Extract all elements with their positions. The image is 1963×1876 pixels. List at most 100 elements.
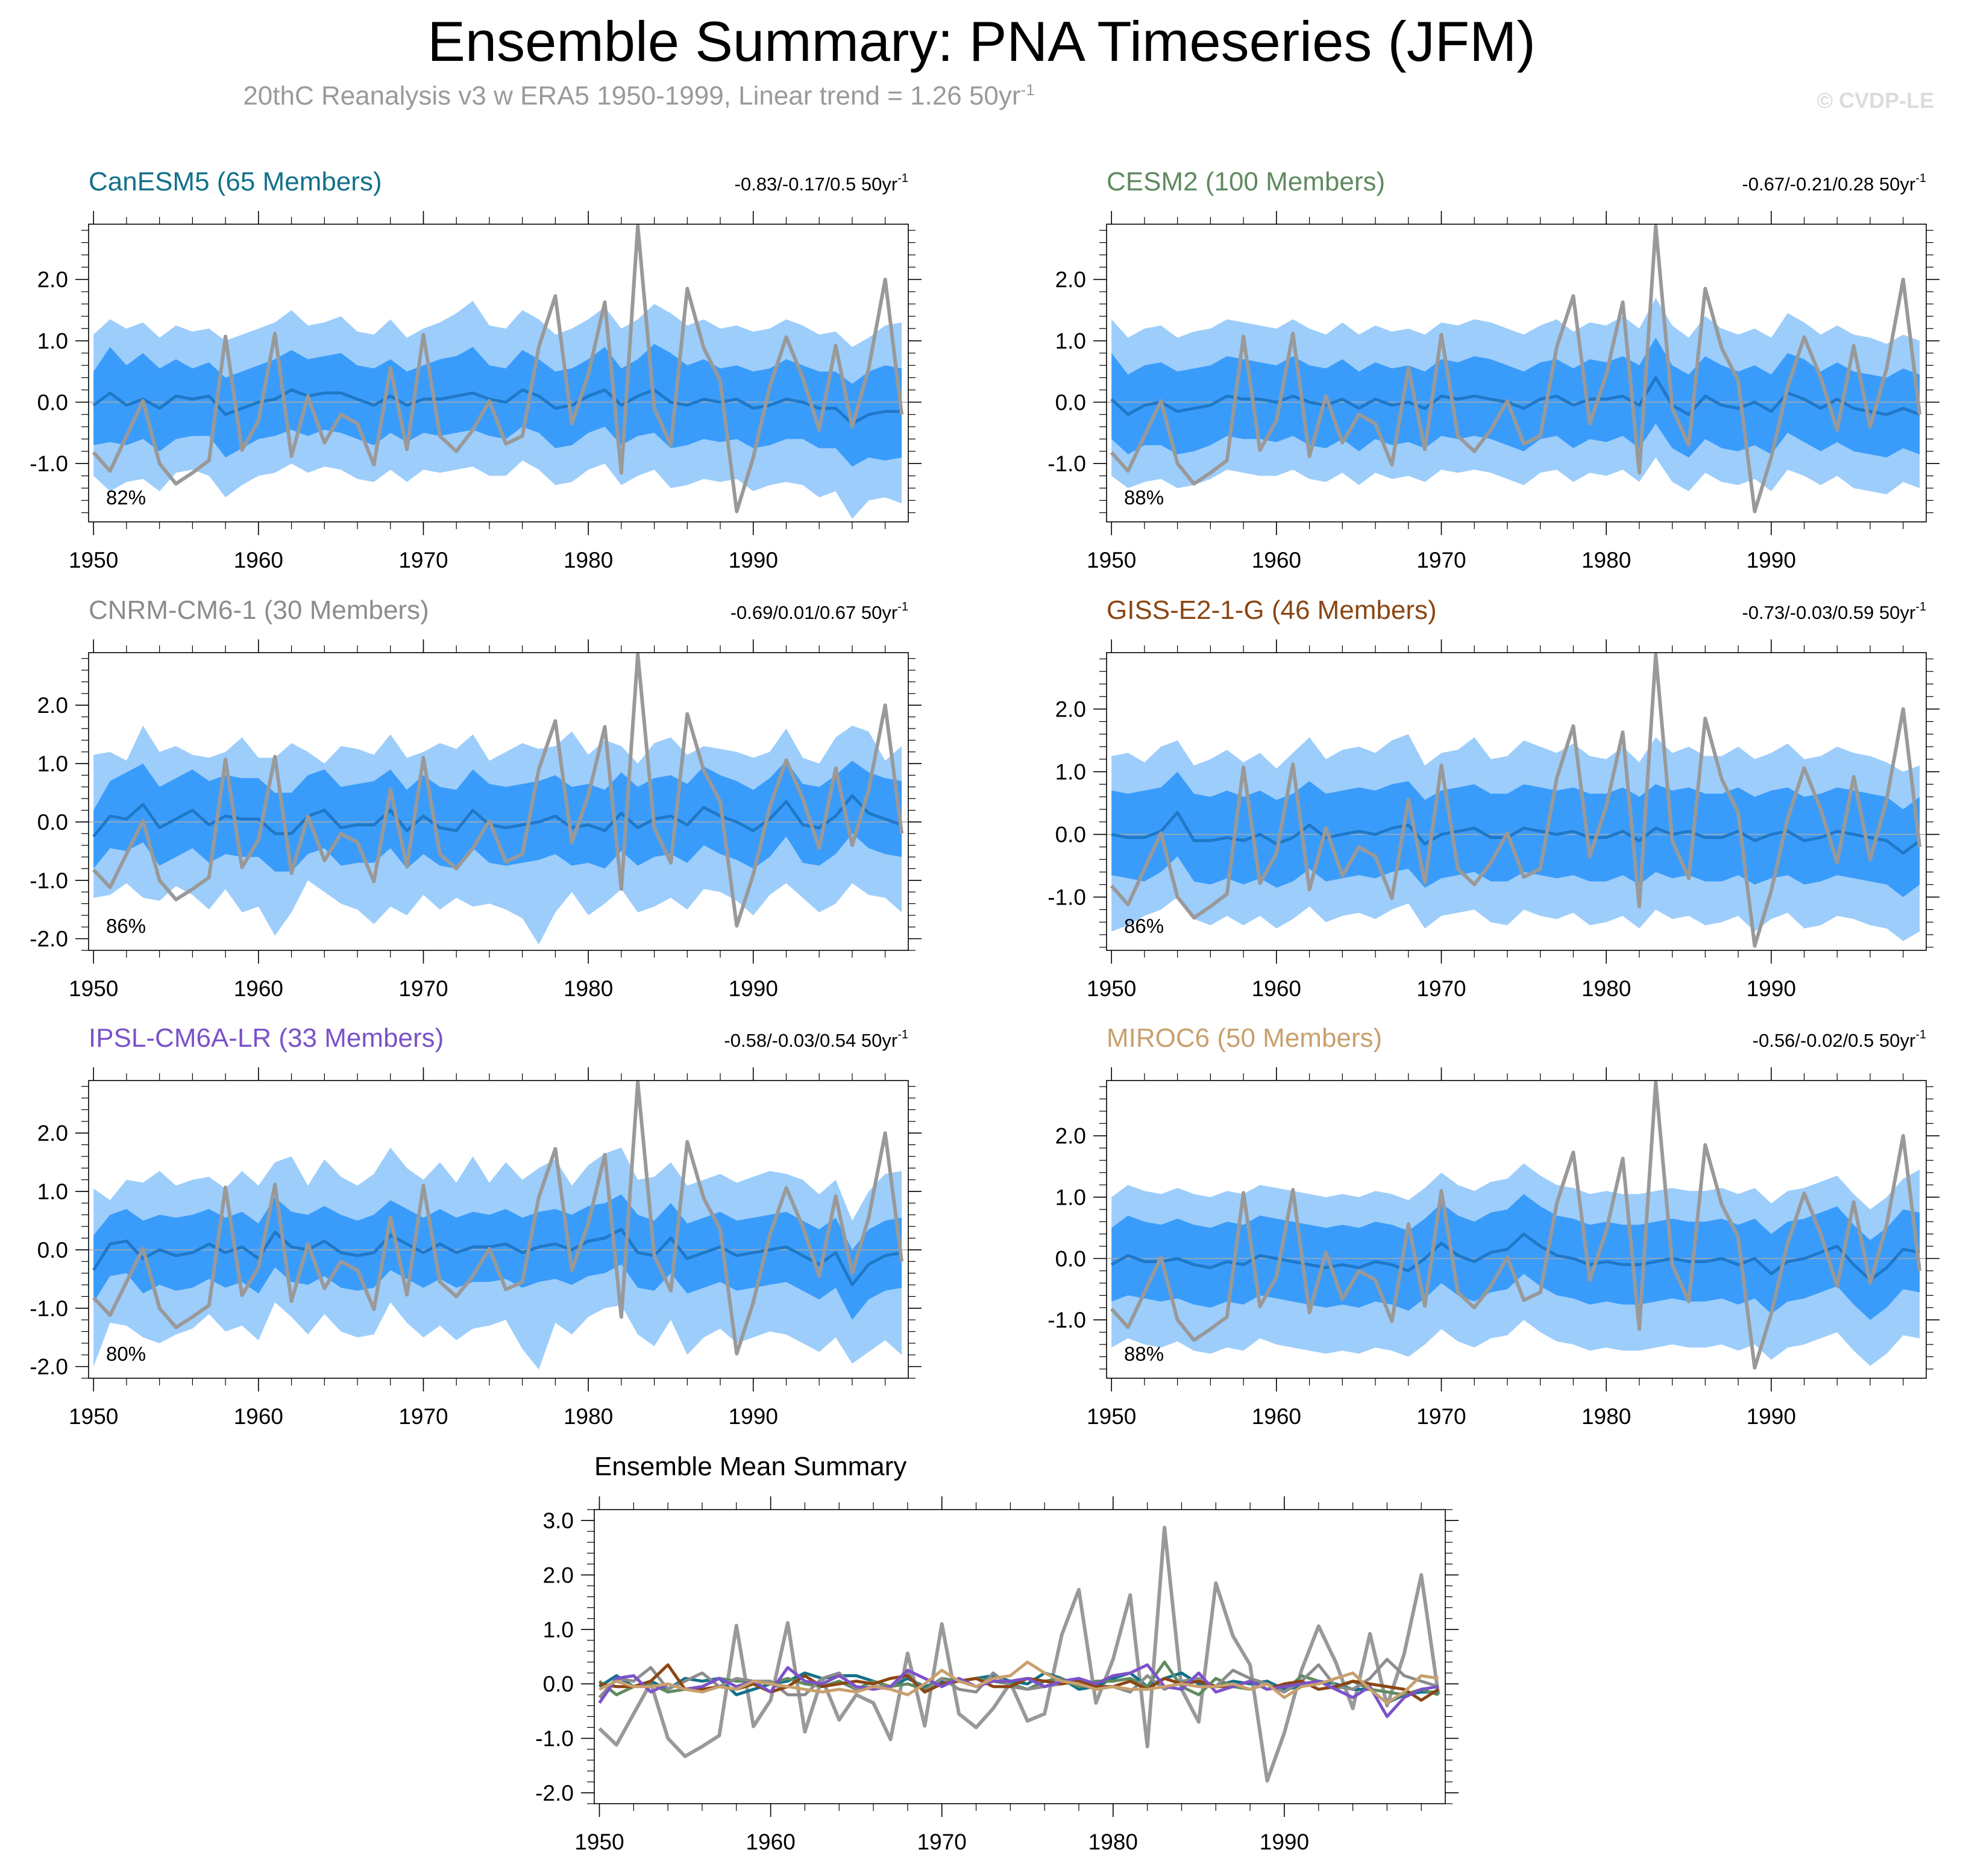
x-tick-label: 1970 [1416,1404,1466,1429]
panel-percent: 88% [1124,1343,1164,1365]
x-tick-label: 1980 [1581,548,1631,573]
x-tick-label: 1960 [234,1404,283,1429]
panel-trend: -0.56/-0.02/0.5 50yr-1 [1753,1028,1926,1051]
panel-plot-area [89,224,908,519]
x-tick-label: 1950 [69,548,118,573]
x-tick-label: 1950 [69,1404,118,1429]
y-tick-label: 1.0 [37,329,68,354]
x-tick-label: 1970 [1416,976,1466,1001]
panel-percent: 88% [1124,486,1164,509]
observed-line [92,653,904,928]
ensemble-mean-line-ipsl-cm6a-lr [598,1663,1439,1718]
plot-frame [1106,224,1927,522]
y-tick-label: -2.0 [30,1355,68,1379]
panel-title: CESM2 (100 Members) [1107,167,1385,196]
panel-percent: 86% [1124,915,1164,937]
summary-title: Ensemble Mean Summary [594,1452,906,1481]
x-tick-label: 1950 [574,1830,624,1854]
y-tick-label: 2.0 [543,1563,574,1587]
y-tick-label: -1.0 [30,868,68,893]
panel-trend-text: -0.67/-0.21/0.28 50yr [1742,174,1915,195]
y-tick-label: 0.0 [1055,1246,1086,1271]
copyright-watermark: © CVDP-LE [1817,88,1934,113]
panel-miroc6: 2.0 1.0 0.0 -1.0 1950 1960 1970 1980 1990 MIROC6 … [1047,1023,1939,1429]
panel-trend-text: -0.69/0.01/0.67 50yr [730,602,897,623]
ensemble-mean-line-miroc6 [598,1660,1439,1705]
x-tick-label: 1960 [234,548,283,573]
y-tick-label: -1.0 [1047,1308,1086,1332]
y-tick-label: -1.0 [535,1727,574,1751]
panel-trend-text: -0.73/-0.03/0.59 50yr [1742,602,1915,623]
panel-giss-e2-1-g: 2.0 1.0 0.0 -1.0 1950 1960 1970 1980 1990 GISS-E2… [1047,595,1939,1001]
panel-trend-superscript: -1 [897,172,908,185]
plot-frame [594,1509,1446,1804]
panel-trend-superscript: -1 [897,1028,908,1041]
y-tick-label: 1.0 [1055,1185,1086,1210]
y-tick-label: 0.0 [1055,390,1086,415]
panel-plot-area [89,653,908,945]
y-tick-label: 3.0 [543,1508,574,1533]
y-tick-label: 2.0 [1055,697,1086,722]
x-tick-label: 1990 [1260,1830,1309,1854]
plot-frame [88,1080,909,1379]
panel-ipsl-cm6a-lr: 2.0 1.0 0.0 -1.0 -2.0 1950 1960 1970 1980 1990 IPS… [30,1023,922,1429]
panel-trend: -0.69/0.01/0.67 50yr-1 [730,600,908,623]
plot-frame [88,652,909,951]
y-tick-label: -1.0 [30,1296,68,1321]
panel-title: CanESM5 (65 Members) [89,167,382,196]
inner-spread-band [93,1194,902,1320]
x-tick-label: 1980 [564,976,613,1001]
y-tick-label: -1.0 [1047,451,1086,476]
x-tick-label: 1990 [729,1404,778,1429]
inner-spread-band [93,761,902,872]
y-tick-label: 0.0 [1055,823,1086,847]
plot-frame [88,224,909,522]
panel-trend: -0.67/-0.21/0.28 50yr-1 [1742,172,1926,195]
y-tick-label: 2.0 [1055,268,1086,292]
inner-spread-band [93,344,902,467]
x-tick-label: 1990 [1747,976,1796,1001]
y-tick-label: 0.0 [37,1238,68,1263]
x-tick-label: 1950 [1087,976,1136,1001]
x-tick-label: 1960 [234,976,283,1001]
panel-trend-superscript: -1 [1915,172,1926,185]
y-tick-label: 2.0 [1055,1124,1086,1149]
y-tick-label: 2.0 [37,693,68,718]
y-tick-label: 1.0 [1055,760,1086,785]
panel-trend: -0.58/-0.03/0.54 50yr-1 [724,1028,908,1051]
x-tick-label: 1990 [729,548,778,573]
observed-line [92,1081,904,1356]
panel-cesm2: 2.0 1.0 0.0 -1.0 1950 1960 1970 1980 1990 CESM2 (… [1047,167,1939,573]
panel-percent: 80% [106,1343,146,1365]
panel-trend-superscript: -1 [1915,1028,1926,1041]
x-tick-label: 1970 [398,976,448,1001]
summary-plot-area [598,1525,1440,1783]
x-tick-label: 1960 [1252,976,1301,1001]
x-tick-label: 1950 [1087,548,1136,573]
panel-title: IPSL-CM6A-LR (33 Members) [89,1023,444,1053]
inner-spread-band [1111,1194,1920,1320]
subtitle: 20thC Reanalysis v3 w ERA5 1950-1999, Li… [0,82,1278,110]
panel-plot-area [1107,1081,1926,1370]
panel-plot-area [1107,224,1926,513]
panel-title: MIROC6 (50 Members) [1107,1023,1382,1053]
x-tick-label: 1980 [564,1404,613,1429]
x-tick-label: 1960 [746,1830,795,1854]
panel-canesm5: 2.0 1.0 0.0 -1.0 1950 1960 1970 1980 1990 CanESM5… [30,167,922,573]
y-tick-label: 2.0 [37,268,68,292]
x-tick-label: 1970 [398,548,448,573]
inner-spread-band [1111,337,1920,458]
x-tick-label: 1960 [1252,548,1301,573]
x-tick-label: 1960 [1252,1404,1301,1429]
y-tick-label: 2.0 [37,1121,68,1146]
panel-plot-area [1107,653,1926,948]
x-tick-label: 1970 [1416,548,1466,573]
observed-line [1110,1081,1922,1370]
observed-line [598,1525,1440,1783]
y-tick-label: -2.0 [30,927,68,952]
panel-percent: 82% [106,486,146,509]
ensemble-mean-line [1110,1232,1920,1282]
plot-frame [1106,652,1927,951]
